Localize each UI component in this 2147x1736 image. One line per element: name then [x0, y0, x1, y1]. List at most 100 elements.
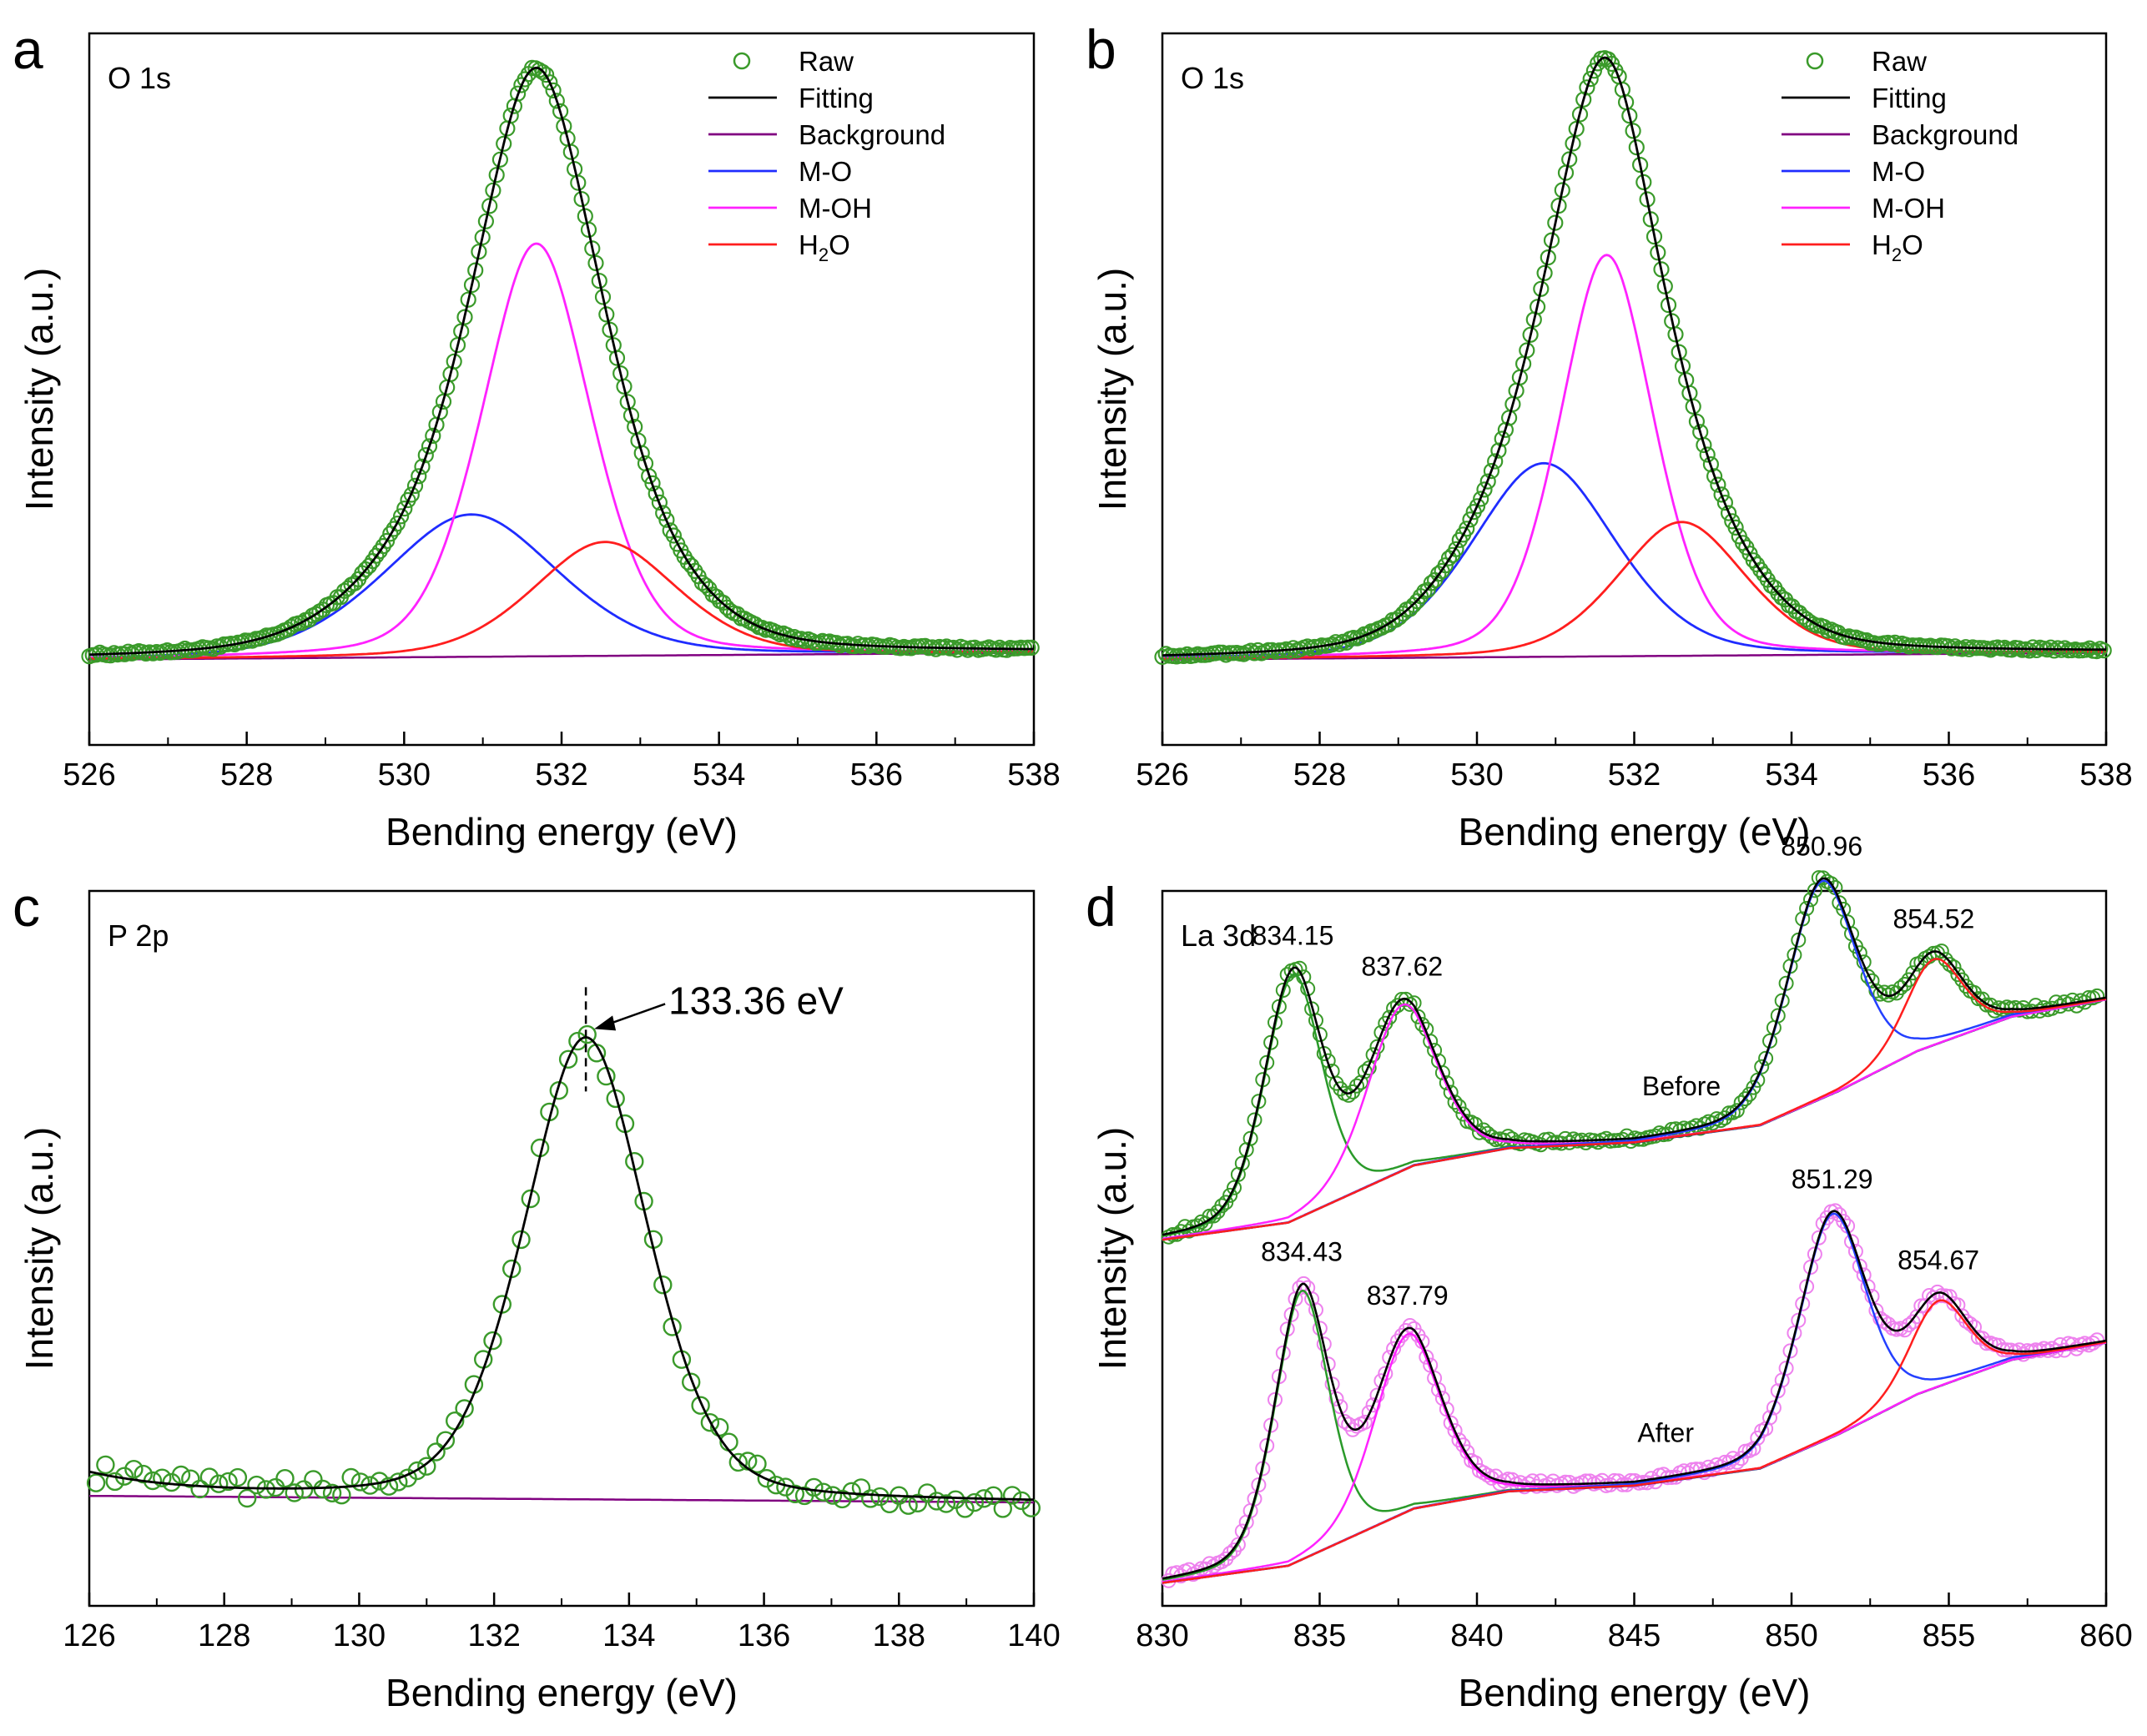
raw-data-point: [1206, 1208, 1222, 1224]
raw-data-point: [1519, 342, 1535, 359]
raw-data-point: [1754, 1059, 1770, 1074]
panel-letter: b: [1086, 18, 1116, 80]
raw-data-point: [1533, 280, 1550, 297]
x-tick-label: 850: [1765, 1618, 1817, 1653]
raw-data-point: [1864, 973, 1880, 989]
raw-data-point: [1402, 1318, 1418, 1333]
raw-data-point: [748, 1454, 767, 1474]
background-line: [89, 1494, 1035, 1504]
raw-data-point: [1816, 618, 1832, 636]
raw-data-point: [1650, 244, 1666, 261]
legend-label: M-OH: [799, 193, 872, 224]
raw-data-point: [1439, 1075, 1454, 1091]
raw-data-point: [785, 1484, 804, 1504]
raw-data-point: [558, 1049, 578, 1069]
raw-data-point: [1799, 901, 1815, 916]
raw-data-point: [1447, 1094, 1463, 1110]
raw-data-point: [591, 273, 607, 289]
raw-data-point: [1635, 174, 1652, 190]
raw-data-point: [1206, 1558, 1222, 1574]
raw-data-point: [616, 378, 633, 395]
raw-data-point: [1746, 1441, 1761, 1457]
raw-data-point: [861, 1489, 880, 1508]
legend-label: Background: [1872, 119, 2018, 150]
raw-data-point: [426, 1442, 446, 1462]
raw-data-point: [1685, 398, 1701, 415]
x-tick-label: 532: [535, 757, 587, 793]
raw-data-point: [1729, 1103, 1745, 1119]
x-tick-label: 845: [1608, 1618, 1661, 1653]
raw-data-point: [247, 1475, 266, 1495]
raw-data-point: [485, 182, 501, 199]
raw-data-point: [1778, 1361, 1794, 1376]
annotation-arrow-head: [594, 1015, 617, 1031]
raw-data-point: [322, 1483, 342, 1503]
raw-data-point: [1490, 442, 1507, 459]
legend-label-h: H: [799, 229, 819, 260]
raw-data-point: [984, 1486, 1003, 1506]
raw-data-point: [96, 1455, 115, 1475]
raw-data-point: [294, 1480, 314, 1499]
raw-data-point: [1328, 1391, 1344, 1406]
raw-data-point: [1628, 139, 1645, 156]
x-tick-label: 835: [1293, 1618, 1346, 1653]
raw-data-point: [1357, 1414, 1373, 1430]
y-axis-title: Intensity (a.u.): [1091, 1127, 1134, 1370]
raw-data-point: [153, 1468, 172, 1487]
legend: Raw Fitting Background M-O M-OH H2O: [1782, 46, 2018, 265]
background-line: [1162, 999, 2107, 1241]
panel-c: 126 128 130 132 134 136 138 140 Bending energy (…: [13, 876, 1061, 1714]
component-peak-line: [1162, 958, 2107, 1241]
component-peak-line: [1162, 1289, 2107, 1581]
raw-data-point: [481, 198, 498, 214]
raw-data-point: [1312, 1321, 1328, 1336]
component-m-o-line: [1162, 461, 2107, 659]
raw-data-point: [1782, 1343, 1798, 1359]
raw-data-point: [1721, 505, 1737, 521]
raw-data-point: [945, 1490, 965, 1509]
x-tick-label: 830: [1136, 1618, 1188, 1653]
raw-data-point: [375, 537, 391, 555]
x-axis-title: Bending energy (eV): [1459, 810, 1811, 853]
raw-data-point: [1455, 1106, 1471, 1122]
raw-data-point: [219, 1472, 238, 1492]
raw-data-point: [1702, 455, 1719, 473]
spectrum-label: After: [1637, 1417, 1694, 1447]
fitting-line: [1162, 1210, 2107, 1580]
raw-data-point: [598, 306, 615, 323]
raw-data-point: [1727, 519, 1744, 536]
legend-label-sub: 2: [819, 244, 829, 265]
raw-data-point: [483, 1331, 502, 1351]
raw-data-point: [1554, 182, 1570, 199]
raw-data-point: [1494, 430, 1510, 447]
x-tick-label: 530: [378, 757, 431, 793]
raw-data-point: [1533, 1473, 1549, 1489]
raw-data-point: [1398, 991, 1414, 1007]
raw-data-point: [393, 508, 410, 525]
raw-data-point: [1308, 1302, 1323, 1318]
x-tick-label: 136: [738, 1618, 790, 1653]
panel-title: O 1s: [1181, 61, 1244, 95]
raw-data-point: [1365, 1047, 1381, 1063]
raw-data-point: [396, 500, 413, 517]
raw-data-point: [1688, 413, 1706, 430]
x-tick-label: 138: [873, 1618, 925, 1653]
raw-data-point: [665, 527, 683, 544]
raw-data-point: [542, 74, 558, 91]
raw-data-point: [1811, 1230, 1827, 1245]
legend-label-sub: 2: [1892, 244, 1902, 265]
component-peak-line: [1162, 1299, 2107, 1584]
raw-data-point: [1487, 453, 1504, 470]
raw-data-point: [1770, 1008, 1786, 1024]
x-tick-label: 536: [1923, 757, 1975, 793]
raw-data-point: [389, 1472, 408, 1492]
raw-data-point: [446, 353, 462, 370]
legend-label-o: O: [829, 229, 850, 260]
raw-data-point: [552, 103, 569, 119]
raw-data-point: [1942, 957, 1958, 973]
raw-data-point: [491, 151, 509, 168]
raw-data-point: [521, 1189, 540, 1209]
peak-label: 854.52: [1892, 904, 1974, 934]
raw-data-point: [1667, 326, 1684, 343]
x-tick-label: 132: [467, 1618, 520, 1653]
